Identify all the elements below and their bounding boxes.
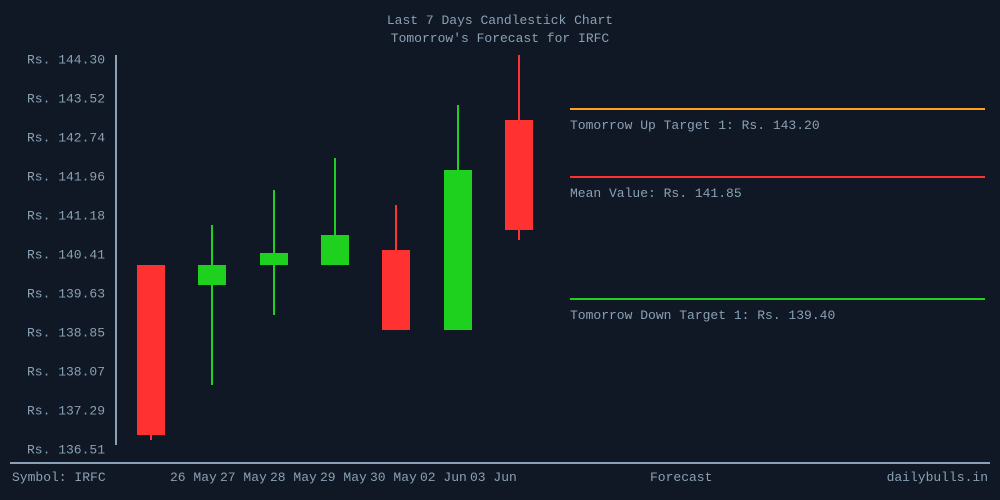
site-label: dailybulls.in [887,470,988,485]
forecast-x-label: Forecast [650,470,712,485]
candlestick-plot [120,55,550,445]
y-tick-label: Rs. 139.63 [27,286,105,301]
forecast-mean-label: Mean Value: Rs. 141.85 [570,186,985,201]
candle-body [321,235,349,265]
candle-body [198,265,226,285]
forecast-up-row: Tomorrow Up Target 1: Rs. 143.20 [570,108,985,133]
x-tick-label: 02 Jun [420,470,467,485]
x-tick-label: 30 May [370,470,417,485]
chart-title-block: Last 7 Days Candlestick Chart Tomorrow's… [0,12,1000,48]
y-tick-label: Rs. 143.52 [27,92,105,107]
chart-title-line2: Tomorrow's Forecast for IRFC [0,30,1000,48]
forecast-up-line [570,108,985,110]
y-tick-label: Rs. 141.18 [27,209,105,224]
y-tick-label: Rs. 138.07 [27,364,105,379]
forecast-down-label: Tomorrow Down Target 1: Rs. 139.40 [570,308,985,323]
y-tick-label: Rs. 136.51 [27,443,105,458]
y-tick-label: Rs. 138.85 [27,325,105,340]
candle-body [505,120,533,230]
y-tick-label: Rs. 141.96 [27,170,105,185]
forecast-down-line [570,298,985,300]
forecast-mean-line [570,176,985,178]
y-axis-labels: Rs. 144.30Rs. 143.52Rs. 142.74Rs. 141.96… [10,60,105,440]
candle-body [444,170,472,330]
x-tick-label: 29 May [320,470,367,485]
y-tick-label: Rs. 140.41 [27,247,105,262]
y-axis-line [115,55,117,445]
x-tick-label: 27 May [220,470,267,485]
x-axis-line [10,462,990,464]
forecast-down-row: Tomorrow Down Target 1: Rs. 139.40 [570,298,985,323]
forecast-panel: Tomorrow Up Target 1: Rs. 143.20 Mean Va… [570,55,985,445]
symbol-label: Symbol: IRFC [12,470,106,485]
candle-body [382,250,410,330]
candle-body [137,265,165,435]
forecast-mean-row: Mean Value: Rs. 141.85 [570,176,985,201]
x-axis-row: Symbol: IRFC Forecast 26 May27 May28 May… [0,462,1000,490]
candle-wick [211,225,213,385]
x-tick-label: 03 Jun [470,470,517,485]
y-tick-label: Rs. 137.29 [27,403,105,418]
candle-body [260,253,288,266]
chart-title-line1: Last 7 Days Candlestick Chart [0,12,1000,30]
x-tick-label: 26 May [170,470,217,485]
x-tick-label: 28 May [270,470,317,485]
y-tick-label: Rs. 142.74 [27,131,105,146]
forecast-up-label: Tomorrow Up Target 1: Rs. 143.20 [570,118,985,133]
y-tick-label: Rs. 144.30 [27,53,105,68]
